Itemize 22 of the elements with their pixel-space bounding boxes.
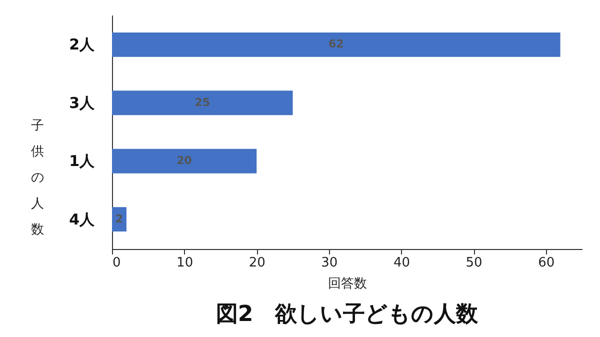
bar	[112, 90, 293, 116]
x-tick-label: 60	[538, 256, 555, 270]
x-tick-label: 20	[248, 256, 266, 270]
data-label: 20	[176, 154, 192, 168]
data-label: 2	[115, 212, 124, 226]
bar	[112, 207, 126, 232]
y-tick-label: 2人	[69, 36, 96, 54]
data-label: 25	[194, 96, 210, 109]
y-axis-title: 子供の人数	[31, 118, 44, 238]
x-tick-label: 10	[176, 256, 194, 270]
data-label: 62	[328, 38, 344, 51]
x-tick-label: 40	[393, 256, 410, 270]
x-tick-label: 0	[112, 256, 121, 270]
bar	[112, 148, 257, 174]
x-tick-label: 50	[466, 256, 482, 270]
y-tick-label: 1人	[69, 152, 96, 170]
x-tick-label: 30	[321, 256, 338, 270]
y-tick-label: 4人	[69, 210, 96, 228]
text: 図2 欲しい子どもの人数	[216, 302, 480, 327]
bar	[112, 32, 560, 57]
y-tick-label: 3人	[69, 94, 96, 112]
x-axis-title: 回答数	[328, 276, 367, 292]
